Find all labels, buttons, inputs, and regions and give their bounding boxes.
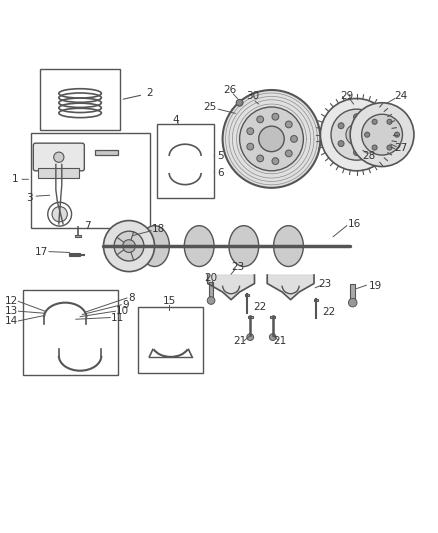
- Circle shape: [369, 141, 375, 147]
- Text: 25: 25: [203, 102, 216, 111]
- Text: 22: 22: [322, 307, 336, 317]
- FancyBboxPatch shape: [33, 143, 85, 171]
- Circle shape: [353, 114, 360, 120]
- Bar: [75, 235, 81, 237]
- Circle shape: [338, 141, 344, 147]
- Text: 4: 4: [173, 115, 179, 125]
- Text: 23: 23: [231, 262, 244, 271]
- Ellipse shape: [140, 225, 170, 266]
- Bar: [209, 282, 213, 297]
- Polygon shape: [208, 275, 254, 300]
- Circle shape: [291, 135, 297, 142]
- Text: 18: 18: [152, 224, 166, 234]
- Circle shape: [387, 145, 392, 150]
- Text: 30: 30: [246, 91, 259, 101]
- Text: 1: 1: [12, 174, 18, 184]
- Circle shape: [257, 116, 264, 123]
- Text: 19: 19: [369, 281, 382, 291]
- Text: 22: 22: [254, 302, 267, 312]
- Circle shape: [350, 103, 414, 166]
- Text: 26: 26: [223, 85, 237, 94]
- Circle shape: [369, 123, 375, 128]
- Bar: [95, 150, 118, 155]
- Text: 8: 8: [128, 293, 135, 303]
- Circle shape: [269, 334, 276, 341]
- Bar: [23, 290, 118, 375]
- Circle shape: [207, 297, 215, 304]
- Circle shape: [285, 121, 292, 128]
- Circle shape: [54, 152, 64, 163]
- Ellipse shape: [184, 225, 214, 266]
- Text: 28: 28: [363, 151, 376, 161]
- Text: 27: 27: [395, 143, 408, 154]
- Circle shape: [372, 119, 377, 124]
- Circle shape: [353, 150, 360, 156]
- Circle shape: [259, 126, 284, 152]
- Text: 9: 9: [122, 300, 129, 310]
- Circle shape: [240, 107, 304, 171]
- Text: 11: 11: [111, 312, 124, 322]
- Circle shape: [349, 298, 357, 307]
- Circle shape: [272, 158, 279, 165]
- Bar: [31, 133, 150, 228]
- Ellipse shape: [274, 225, 304, 266]
- Bar: [245, 294, 249, 296]
- Circle shape: [338, 123, 344, 128]
- Text: 13: 13: [4, 306, 18, 316]
- Text: 5: 5: [217, 151, 224, 161]
- Circle shape: [331, 109, 382, 160]
- Circle shape: [394, 132, 399, 137]
- Bar: [247, 316, 253, 318]
- Circle shape: [223, 90, 320, 188]
- Circle shape: [103, 221, 155, 272]
- Circle shape: [52, 206, 67, 222]
- Circle shape: [247, 128, 254, 135]
- Text: 7: 7: [85, 221, 91, 231]
- Circle shape: [123, 240, 135, 253]
- Bar: [350, 284, 355, 301]
- Circle shape: [387, 119, 392, 124]
- Text: 6: 6: [217, 168, 224, 178]
- Text: 3: 3: [26, 193, 32, 204]
- Circle shape: [362, 114, 403, 155]
- Text: 14: 14: [4, 316, 18, 326]
- Text: 15: 15: [163, 296, 176, 306]
- Circle shape: [114, 231, 144, 261]
- Circle shape: [346, 124, 367, 146]
- Text: 12: 12: [4, 296, 18, 306]
- Text: 2: 2: [123, 88, 152, 99]
- Text: 16: 16: [348, 219, 361, 229]
- Circle shape: [320, 99, 393, 171]
- Bar: [138, 307, 203, 373]
- Text: 17: 17: [35, 247, 49, 256]
- Circle shape: [247, 334, 254, 341]
- Text: 23: 23: [318, 279, 331, 288]
- Text: 21: 21: [273, 336, 286, 346]
- Text: 10: 10: [116, 306, 129, 316]
- Ellipse shape: [229, 225, 259, 266]
- Circle shape: [372, 145, 377, 150]
- Bar: [40, 69, 120, 131]
- Text: 24: 24: [395, 91, 408, 101]
- Circle shape: [257, 155, 264, 162]
- Bar: [270, 316, 276, 318]
- Bar: [70, 253, 80, 256]
- Bar: [157, 124, 214, 198]
- Circle shape: [285, 150, 292, 157]
- Text: 29: 29: [341, 91, 354, 101]
- Polygon shape: [267, 275, 314, 300]
- Circle shape: [247, 143, 254, 150]
- Circle shape: [272, 114, 279, 120]
- Bar: [39, 168, 79, 179]
- Text: 21: 21: [233, 336, 246, 346]
- Circle shape: [236, 99, 243, 106]
- Text: 20: 20: [204, 273, 217, 284]
- Circle shape: [364, 132, 370, 137]
- Bar: [314, 299, 318, 301]
